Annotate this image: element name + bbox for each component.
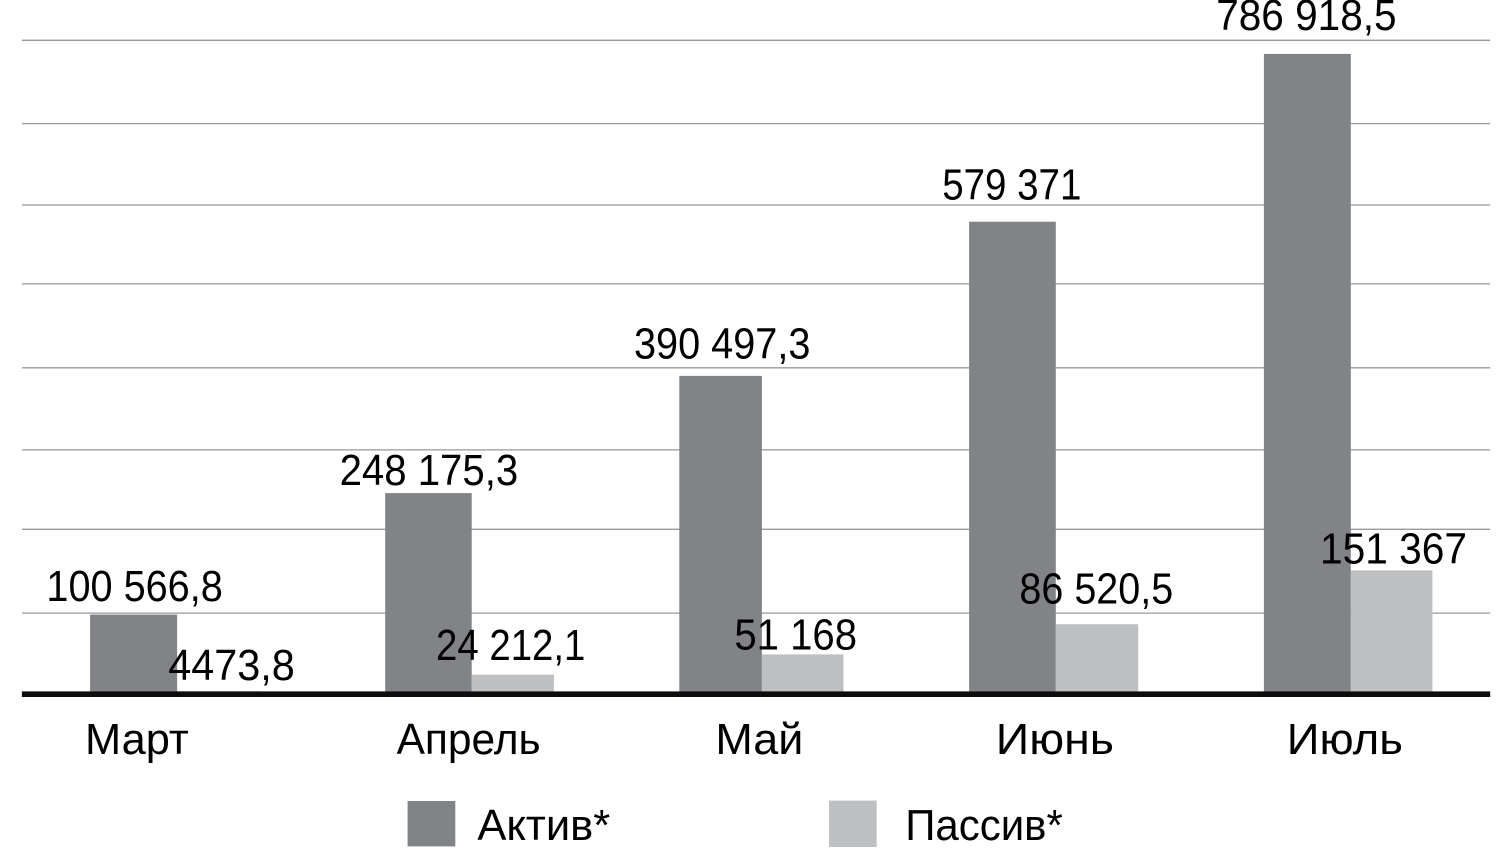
svg-text:390 497,3: 390 497,3	[634, 320, 810, 369]
svg-text:Март: Март	[85, 715, 189, 764]
svg-text:4473,8: 4473,8	[168, 641, 295, 690]
svg-text:51 168: 51 168	[734, 611, 857, 660]
svg-text:Актив*: Актив*	[477, 801, 610, 849]
svg-text:579 371: 579 371	[942, 160, 1081, 209]
svg-text:24 212,1: 24 212,1	[436, 621, 585, 670]
svg-text:86 520,5: 86 520,5	[1019, 565, 1173, 614]
svg-text:248 175,3: 248 175,3	[340, 446, 519, 495]
svg-text:Июль: Июль	[1287, 715, 1403, 764]
svg-text:100 566,8: 100 566,8	[46, 562, 222, 611]
svg-text:151 367: 151 367	[1320, 525, 1467, 574]
svg-text:Пассив*: Пассив*	[905, 801, 1063, 849]
svg-text:Июнь: Июнь	[996, 715, 1114, 764]
svg-text:Май: Май	[715, 715, 803, 764]
svg-text:Апрель: Апрель	[397, 715, 541, 764]
svg-text:786 918,5: 786 918,5	[1216, 0, 1396, 40]
